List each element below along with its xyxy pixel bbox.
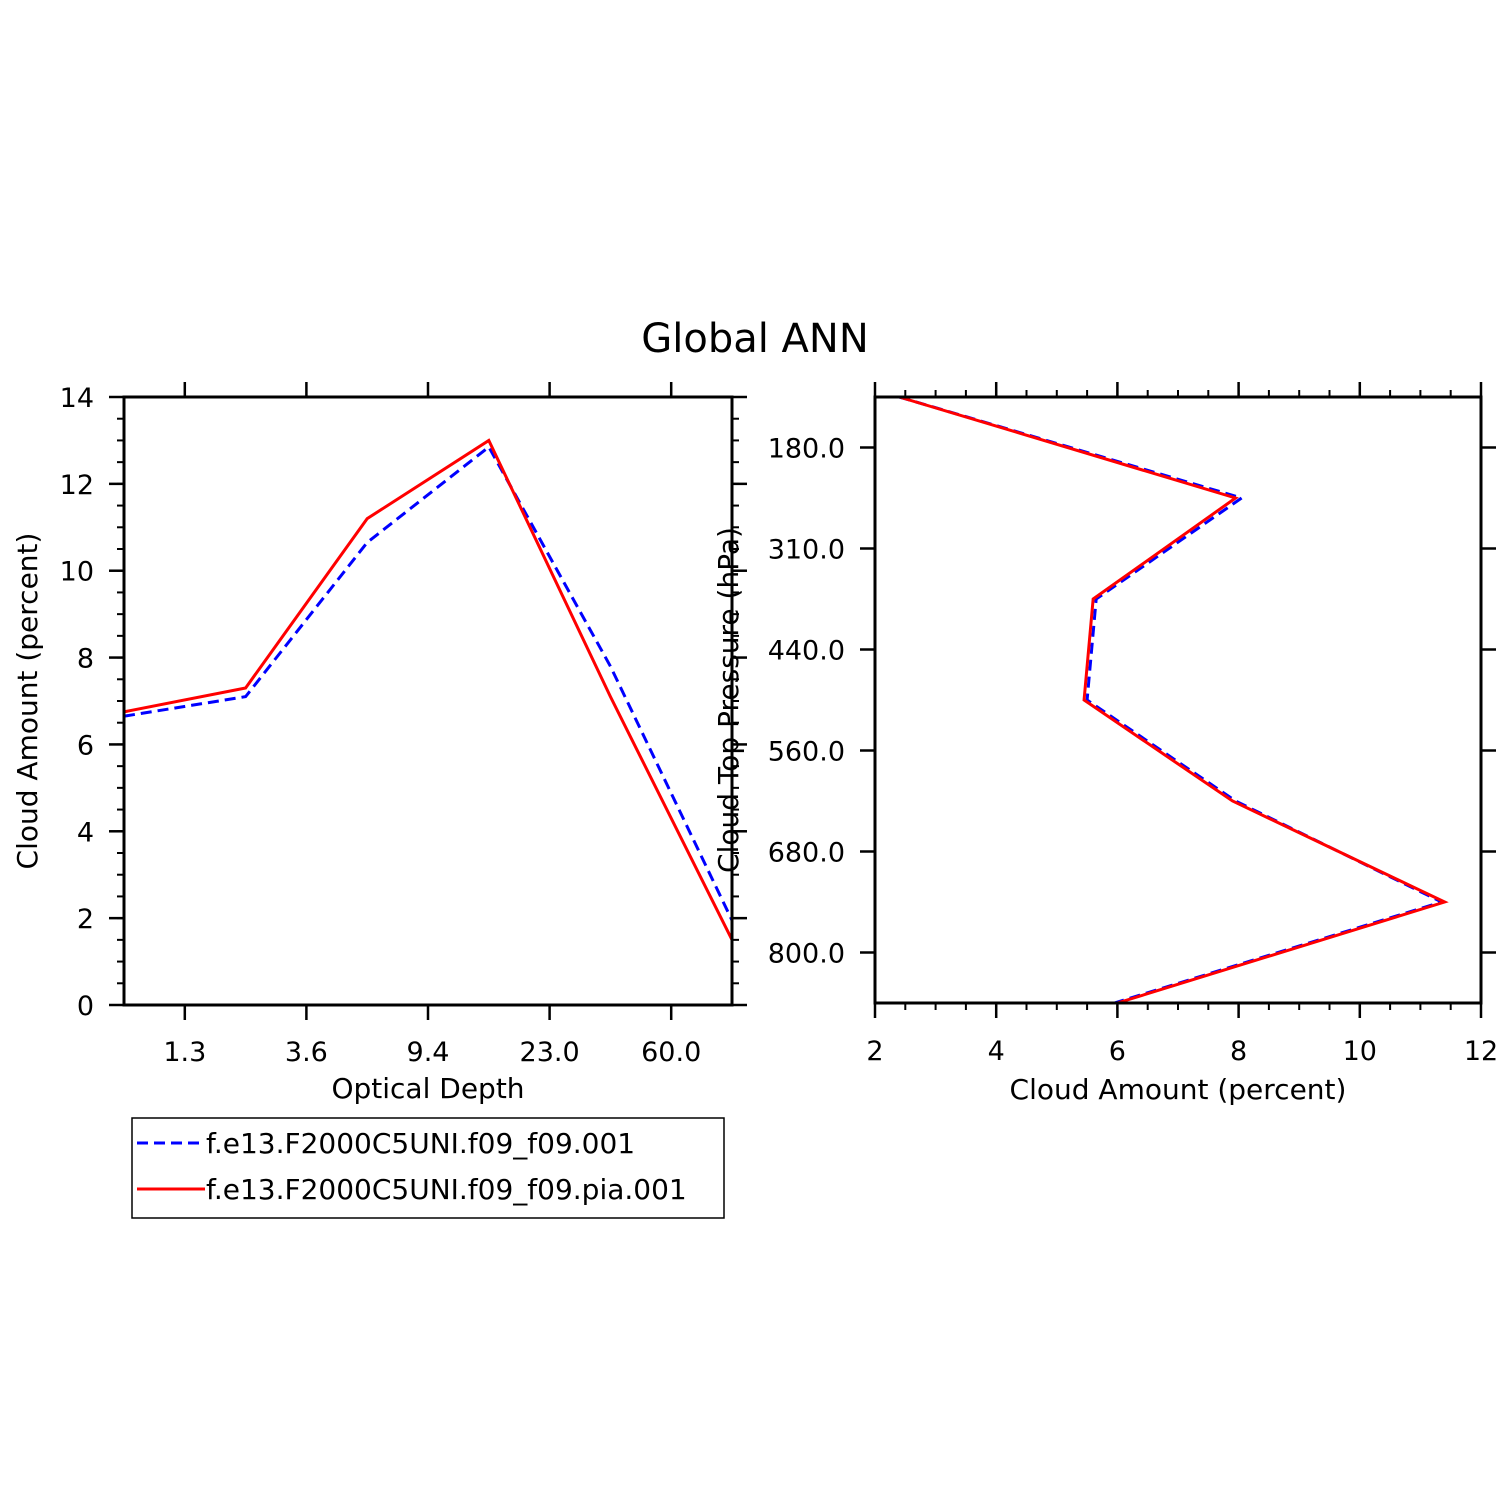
left-x-axis-label: Optical Depth bbox=[331, 1072, 524, 1105]
legend: f.e13.F2000C5UNI.f09_f09.001 f.e13.F2000… bbox=[131, 1117, 725, 1219]
right-panel: 2 4 6 8 10 12 180.0 310.0 440.0 560.0 680.0 800.0 C… bbox=[712, 382, 1498, 1106]
left-y-tick-label: 10 bbox=[60, 557, 94, 588]
left-y-tick-label: 8 bbox=[77, 644, 94, 675]
figure-title: Global ANN bbox=[641, 316, 869, 362]
left-x-tick-label: 9.4 bbox=[407, 1037, 450, 1068]
right-y-axis-label: Cloud Top Pressure (hPa) bbox=[712, 527, 745, 873]
right-panel-series bbox=[898, 395, 1449, 1005]
left-y-tick-label: 2 bbox=[77, 904, 94, 935]
left-series-f09-f09-pia-001-line bbox=[123, 438, 734, 941]
right-x-tick-label: 12 bbox=[1464, 1036, 1498, 1067]
right-y-tick-label: 680.0 bbox=[768, 838, 845, 869]
right-x-tick-label: 4 bbox=[988, 1036, 1005, 1067]
right-y-tick-label: 440.0 bbox=[768, 636, 845, 667]
right-y-tick-label: 560.0 bbox=[768, 737, 845, 768]
left-y-tick-label: 4 bbox=[77, 817, 94, 848]
left-panel-frame bbox=[122, 395, 734, 1007]
right-y-tick-label: 800.0 bbox=[768, 939, 845, 970]
right-x-tick-label: 2 bbox=[866, 1036, 883, 1067]
left-panel-ticks: 0 2 4 6 8 10 12 14 1.3 3.6 9.4 23.0 60.0 bbox=[60, 382, 747, 1068]
left-y-tick-label: 12 bbox=[60, 470, 94, 501]
right-x-tick-label: 8 bbox=[1230, 1036, 1247, 1067]
left-series-f09-f09-001-line bbox=[123, 444, 734, 921]
right-panel-ticks: 2 4 6 8 10 12 180.0 310.0 440.0 560.0 680.0 800.0 bbox=[768, 382, 1498, 1067]
right-panel-frame bbox=[873, 395, 1483, 1005]
left-y-tick-label: 0 bbox=[77, 991, 94, 1022]
right-y-tick-label: 180.0 bbox=[768, 434, 845, 465]
left-y-tick-label: 14 bbox=[60, 383, 94, 414]
right-x-axis-label: Cloud Amount (percent) bbox=[1010, 1073, 1347, 1106]
legend-label-series-b: f.e13.F2000C5UNI.f09_f09.pia.001 bbox=[206, 1173, 687, 1206]
right-series-f09-f09-pia-001-line bbox=[898, 395, 1449, 1005]
left-x-tick-label: 1.3 bbox=[163, 1037, 206, 1068]
legend-box bbox=[131, 1117, 725, 1219]
right-x-tick-label: 10 bbox=[1343, 1036, 1377, 1067]
left-panel: 0 2 4 6 8 10 12 14 1.3 3.6 9.4 23.0 60.0 Optical Dep… bbox=[11, 382, 747, 1105]
left-x-tick-label: 3.6 bbox=[285, 1037, 328, 1068]
right-y-tick-label: 310.0 bbox=[768, 535, 845, 566]
right-x-tick-label: 6 bbox=[1109, 1036, 1126, 1067]
legend-label-series-a: f.e13.F2000C5UNI.f09_f09.001 bbox=[206, 1127, 635, 1160]
right-series-f09-f09-001-line bbox=[898, 395, 1446, 1005]
left-y-axis-label: Cloud Amount (percent) bbox=[11, 533, 44, 870]
left-panel-series bbox=[123, 438, 734, 941]
left-y-tick-label: 6 bbox=[77, 730, 94, 761]
left-x-tick-label: 23.0 bbox=[520, 1037, 580, 1068]
left-x-tick-label: 60.0 bbox=[641, 1037, 701, 1068]
